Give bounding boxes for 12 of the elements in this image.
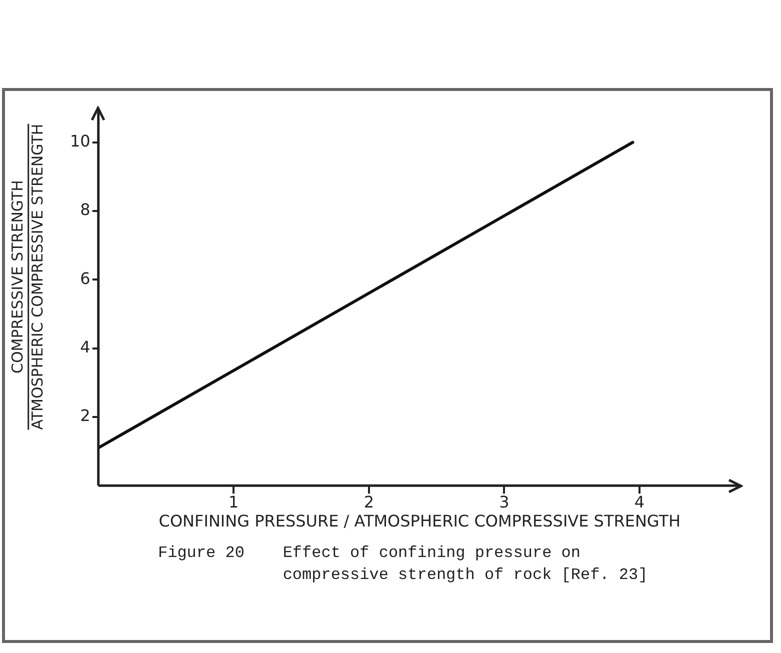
x-axis-title: CONFINING PRESSURE / ATMOSPHERIC COMPRESSIVE STRENGTH bbox=[158, 512, 681, 531]
y-tick-label: 8 bbox=[80, 200, 90, 220]
caption: Figure 20 Effect of confining pressure on compressive strength of rock [Ref. 23] bbox=[158, 543, 648, 586]
y-tick-label: 4 bbox=[80, 337, 90, 356]
x-tick-label: 2 bbox=[364, 492, 374, 512]
y-tick-label: 10 bbox=[70, 131, 90, 150]
x-tick-label: 4 bbox=[634, 492, 645, 512]
y-tick-label: 6 bbox=[80, 268, 90, 288]
x-tick-label: 1 bbox=[228, 492, 239, 512]
y-axis-title: COMPRESSIVE STRENGTH ATMOSPHERIC COMPRESSIVE STRENGTH bbox=[8, 124, 46, 430]
x-tick-label: 3 bbox=[499, 492, 510, 512]
y-tick-label: 2 bbox=[80, 406, 90, 426]
